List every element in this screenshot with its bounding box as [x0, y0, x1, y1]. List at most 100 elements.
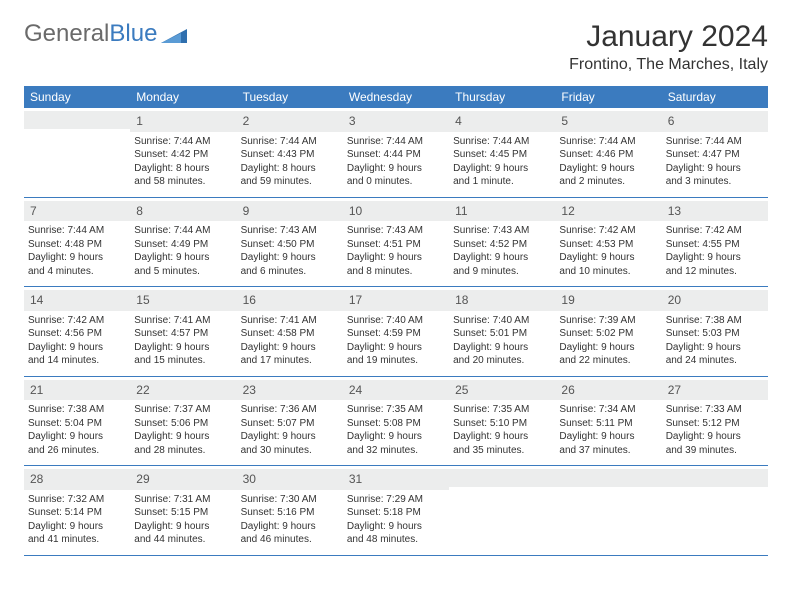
sunrise-text: Sunrise: 7:38 AM [28, 403, 126, 417]
sunrise-text: Sunrise: 7:43 AM [241, 224, 339, 238]
day-cell: 15Sunrise: 7:41 AMSunset: 4:57 PMDayligh… [130, 287, 236, 376]
day-cell: 19Sunrise: 7:39 AMSunset: 5:02 PMDayligh… [555, 287, 661, 376]
day-number: 3 [349, 114, 356, 128]
sunrise-text: Sunrise: 7:44 AM [28, 224, 126, 238]
daylight2-text: and 12 minutes. [666, 265, 764, 279]
sunset-text: Sunset: 4:43 PM [241, 148, 339, 162]
daylight1-text: Daylight: 9 hours [134, 520, 232, 534]
sunrise-text: Sunrise: 7:30 AM [241, 493, 339, 507]
sunset-text: Sunset: 4:45 PM [453, 148, 551, 162]
sunrise-text: Sunrise: 7:43 AM [453, 224, 551, 238]
day-number: 21 [30, 383, 43, 397]
daylight2-text: and 41 minutes. [28, 533, 126, 547]
day-number: 7 [30, 204, 37, 218]
location-text: Frontino, The Marches, Italy [569, 56, 768, 74]
daylight1-text: Daylight: 9 hours [559, 430, 657, 444]
day-header-monday: Monday [130, 86, 236, 108]
daylight2-text: and 3 minutes. [666, 175, 764, 189]
day-cell: 28Sunrise: 7:32 AMSunset: 5:14 PMDayligh… [24, 466, 130, 555]
month-title: January 2024 [569, 20, 768, 54]
day-cell: 9Sunrise: 7:43 AMSunset: 4:50 PMDaylight… [237, 198, 343, 287]
day-number: 13 [668, 204, 681, 218]
day-number: 29 [136, 472, 149, 486]
sunset-text: Sunset: 4:46 PM [559, 148, 657, 162]
day-cell: 1Sunrise: 7:44 AMSunset: 4:42 PMDaylight… [130, 108, 236, 197]
day-number-row: 21 [24, 380, 130, 401]
logo-text-2: Blue [109, 20, 157, 48]
day-cell: 27Sunrise: 7:33 AMSunset: 5:12 PMDayligh… [662, 377, 768, 466]
daylight1-text: Daylight: 9 hours [28, 520, 126, 534]
sunset-text: Sunset: 5:16 PM [241, 506, 339, 520]
day-number: 19 [561, 293, 574, 307]
sunset-text: Sunset: 4:47 PM [666, 148, 764, 162]
daylight2-text: and 24 minutes. [666, 354, 764, 368]
day-cell: 23Sunrise: 7:36 AMSunset: 5:07 PMDayligh… [237, 377, 343, 466]
day-number: 28 [30, 472, 43, 486]
daylight1-text: Daylight: 9 hours [666, 341, 764, 355]
day-number-row: 4 [449, 111, 555, 132]
daylight2-text: and 48 minutes. [347, 533, 445, 547]
sunset-text: Sunset: 5:18 PM [347, 506, 445, 520]
day-cell: 8Sunrise: 7:44 AMSunset: 4:49 PMDaylight… [130, 198, 236, 287]
day-cell [24, 108, 130, 197]
sunrise-text: Sunrise: 7:44 AM [241, 135, 339, 149]
day-number: 14 [30, 293, 43, 307]
daylight1-text: Daylight: 9 hours [28, 341, 126, 355]
day-cell: 29Sunrise: 7:31 AMSunset: 5:15 PMDayligh… [130, 466, 236, 555]
daylight1-text: Daylight: 8 hours [241, 162, 339, 176]
sunset-text: Sunset: 5:07 PM [241, 417, 339, 431]
daylight2-text: and 8 minutes. [347, 265, 445, 279]
daylight2-text: and 20 minutes. [453, 354, 551, 368]
title-block: January 2024 Frontino, The Marches, Ital… [569, 20, 768, 74]
day-number: 20 [668, 293, 681, 307]
daylight1-text: Daylight: 9 hours [559, 341, 657, 355]
sunset-text: Sunset: 4:59 PM [347, 327, 445, 341]
sunset-text: Sunset: 4:51 PM [347, 238, 445, 252]
day-number-row: 17 [343, 290, 449, 311]
daylight1-text: Daylight: 9 hours [347, 162, 445, 176]
sunrise-text: Sunrise: 7:41 AM [241, 314, 339, 328]
day-cell: 18Sunrise: 7:40 AMSunset: 5:01 PMDayligh… [449, 287, 555, 376]
sunset-text: Sunset: 4:50 PM [241, 238, 339, 252]
day-number: 31 [349, 472, 362, 486]
sunrise-text: Sunrise: 7:42 AM [666, 224, 764, 238]
daylight1-text: Daylight: 9 hours [453, 341, 551, 355]
daylight2-text: and 0 minutes. [347, 175, 445, 189]
week-row: 7Sunrise: 7:44 AMSunset: 4:48 PMDaylight… [24, 198, 768, 288]
day-number: 30 [243, 472, 256, 486]
day-number-row [662, 469, 768, 487]
daylight2-text: and 39 minutes. [666, 444, 764, 458]
sunset-text: Sunset: 4:52 PM [453, 238, 551, 252]
daylight1-text: Daylight: 9 hours [347, 251, 445, 265]
sunrise-text: Sunrise: 7:44 AM [559, 135, 657, 149]
day-number-row: 28 [24, 469, 130, 490]
daylight2-text: and 30 minutes. [241, 444, 339, 458]
daylight2-text: and 10 minutes. [559, 265, 657, 279]
day-cell: 7Sunrise: 7:44 AMSunset: 4:48 PMDaylight… [24, 198, 130, 287]
day-number: 23 [243, 383, 256, 397]
daylight1-text: Daylight: 9 hours [347, 430, 445, 444]
daylight1-text: Daylight: 9 hours [453, 430, 551, 444]
page-header: GeneralBlue January 2024 Frontino, The M… [24, 20, 768, 74]
daylight1-text: Daylight: 9 hours [241, 520, 339, 534]
sunset-text: Sunset: 5:03 PM [666, 327, 764, 341]
day-number-row: 29 [130, 469, 236, 490]
day-header-sunday: Sunday [24, 86, 130, 108]
day-number-row: 8 [130, 201, 236, 222]
day-cell: 6Sunrise: 7:44 AMSunset: 4:47 PMDaylight… [662, 108, 768, 197]
sunrise-text: Sunrise: 7:35 AM [453, 403, 551, 417]
daylight1-text: Daylight: 9 hours [347, 341, 445, 355]
daylight2-text: and 46 minutes. [241, 533, 339, 547]
day-cell: 4Sunrise: 7:44 AMSunset: 4:45 PMDaylight… [449, 108, 555, 197]
sunset-text: Sunset: 4:42 PM [134, 148, 232, 162]
sunset-text: Sunset: 4:58 PM [241, 327, 339, 341]
daylight2-text: and 6 minutes. [241, 265, 339, 279]
daylight1-text: Daylight: 9 hours [453, 162, 551, 176]
daylight2-text: and 1 minute. [453, 175, 551, 189]
day-number-row: 14 [24, 290, 130, 311]
day-number: 5 [561, 114, 568, 128]
sunrise-text: Sunrise: 7:39 AM [559, 314, 657, 328]
day-number-row: 23 [237, 380, 343, 401]
day-number-row: 30 [237, 469, 343, 490]
sunset-text: Sunset: 5:15 PM [134, 506, 232, 520]
